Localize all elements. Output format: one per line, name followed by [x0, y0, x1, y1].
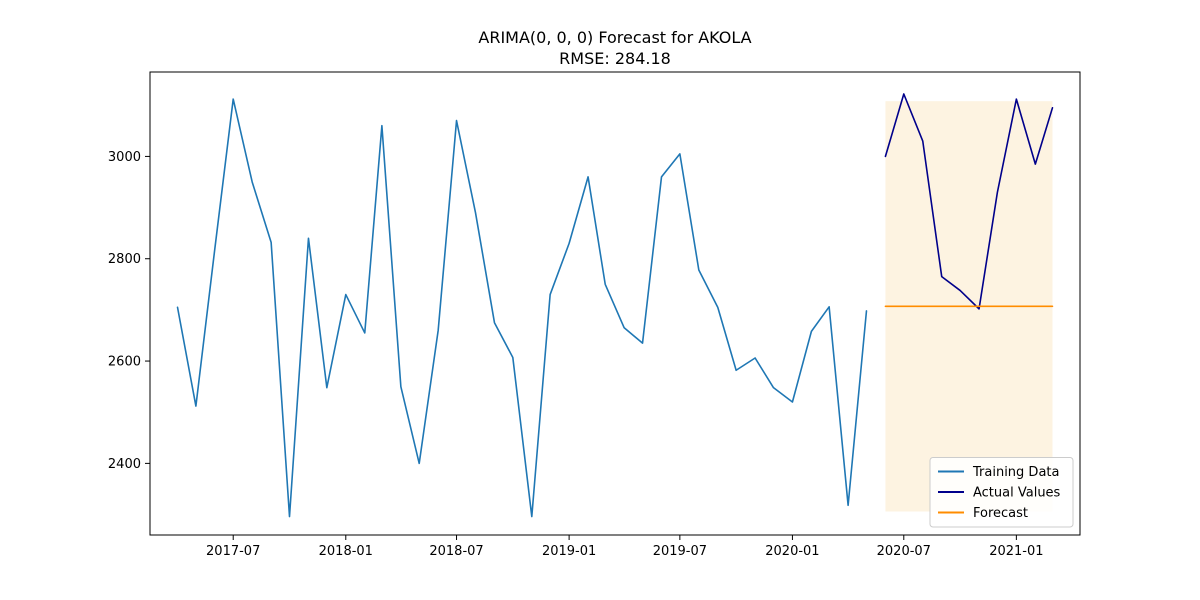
data-point-training-data: [828, 305, 831, 308]
data-point-training-data: [754, 356, 757, 359]
data-point-training-data: [474, 211, 477, 214]
data-point-forecast: [921, 305, 924, 308]
data-point-actual-values: [1015, 98, 1018, 101]
legend-label-forecast: Forecast: [973, 506, 1028, 521]
data-point-training-data: [363, 331, 366, 334]
data-point-training-data: [232, 98, 235, 101]
data-point-training-data: [697, 268, 700, 271]
data-point-training-data: [270, 241, 273, 244]
data-point-training-data: [344, 293, 347, 296]
legend-box: [929, 457, 1074, 528]
data-point-training-data: [511, 356, 514, 359]
chart-subtitle: RMSE: 284.18: [559, 49, 671, 68]
data-point-forecast: [902, 305, 905, 308]
data-point-training-data: [772, 386, 775, 389]
data-point-forecast: [940, 305, 943, 308]
data-point-training-data: [865, 309, 868, 312]
x-tick-label: 2018-07: [429, 544, 483, 559]
x-tick-label: 2020-01: [765, 544, 819, 559]
x-tick-label: 2017-07: [206, 544, 260, 559]
data-point-training-data: [810, 330, 813, 333]
data-point-training-data: [623, 326, 626, 329]
data-point-training-data: [251, 180, 254, 183]
y-tick-label: 2800: [108, 252, 141, 267]
data-point-actual-values: [1051, 106, 1054, 109]
data-point-training-data: [380, 124, 383, 127]
data-point-training-data: [325, 386, 328, 389]
data-point-forecast: [996, 305, 999, 308]
data-point-actual-values: [1034, 163, 1037, 166]
chart-title: ARIMA(0, 0, 0) Forecast for AKOLA: [478, 28, 751, 47]
data-point-actual-values: [959, 289, 962, 292]
data-point-training-data: [568, 242, 571, 245]
data-point-actual-values: [902, 92, 905, 95]
data-point-training-data: [493, 321, 496, 324]
data-point-training-data: [678, 152, 681, 155]
data-point-training-data: [791, 400, 794, 403]
data-point-training-data: [735, 369, 738, 372]
data-point-training-data: [660, 175, 663, 178]
legend-label-training-data: Training Data: [972, 465, 1059, 480]
data-point-forecast: [1034, 305, 1037, 308]
series-line-training-data: [176, 98, 868, 518]
data-point-training-data: [641, 342, 644, 345]
data-point-forecast: [978, 305, 981, 308]
data-point-actual-values: [978, 307, 981, 310]
data-point-training-data: [288, 515, 291, 518]
data-point-forecast: [884, 305, 887, 308]
data-point-training-data: [455, 119, 458, 122]
data-point-forecast: [1051, 305, 1054, 308]
y-tick-label: 2600: [108, 355, 141, 370]
legend-label-actual-values: Actual Values: [973, 486, 1061, 501]
data-point-actual-values: [921, 140, 924, 143]
plot-area-frame: [149, 71, 1081, 536]
data-point-training-data: [847, 504, 850, 507]
data-point-actual-values: [884, 155, 887, 158]
data-point-training-data: [587, 175, 590, 178]
data-point-training-data: [549, 293, 552, 296]
data-point-actual-values: [996, 191, 999, 194]
data-point-training-data: [437, 329, 440, 332]
data-point-forecast: [1015, 305, 1018, 308]
x-tick-label: 2019-01: [542, 544, 596, 559]
y-tick-label: 3000: [108, 150, 141, 165]
data-point-training-data: [213, 247, 216, 250]
data-point-training-data: [176, 306, 179, 309]
data-point-training-data: [418, 462, 421, 465]
x-tick-label: 2020-07: [877, 544, 931, 559]
data-point-training-data: [307, 237, 310, 240]
data-point-actual-values: [940, 275, 943, 278]
data-point-training-data: [194, 405, 197, 408]
data-point-training-data: [716, 306, 719, 309]
data-point-forecast: [959, 305, 962, 308]
x-tick-label: 2019-07: [653, 544, 707, 559]
data-point-training-data: [399, 385, 402, 388]
data-point-training-data: [530, 515, 533, 518]
data-point-training-data: [604, 283, 607, 286]
x-tick-label: 2018-01: [319, 544, 373, 559]
y-tick-label: 2400: [108, 457, 141, 472]
series-line-actual-values: [884, 93, 1054, 310]
x-tick-label: 2021-01: [989, 544, 1043, 559]
